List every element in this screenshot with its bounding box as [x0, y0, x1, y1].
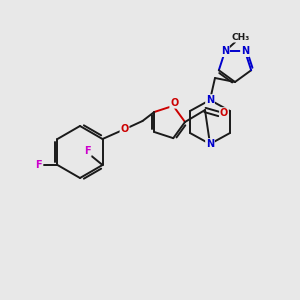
Text: N: N — [241, 46, 249, 56]
Text: N: N — [206, 95, 214, 105]
Text: N: N — [221, 46, 229, 56]
Text: F: F — [84, 146, 91, 156]
Text: O: O — [220, 108, 228, 118]
Text: N: N — [206, 139, 214, 149]
Text: CH₃: CH₃ — [232, 33, 250, 42]
Text: O: O — [120, 124, 129, 134]
Text: F: F — [35, 160, 42, 170]
Text: O: O — [170, 98, 178, 108]
